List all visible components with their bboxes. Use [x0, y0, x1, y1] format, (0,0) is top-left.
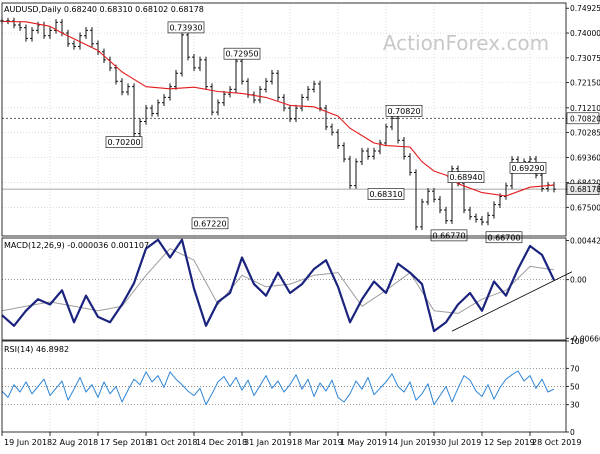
- x-tick-label: 17 Sep 2018: [100, 438, 151, 447]
- rsi-y-tick-label: 100: [570, 337, 585, 346]
- rsi-panel-title: RSI(14) 46.8982: [4, 345, 69, 354]
- rsi-y-tick-label: 30: [570, 401, 580, 410]
- price-annotation-box: [367, 188, 405, 200]
- price-y-tick-label: 0.71210: [570, 104, 600, 113]
- price-annotation-box: [191, 217, 229, 230]
- panel-frame: [1, 237, 567, 341]
- price-y-tick-label: 0.68178: [570, 185, 600, 194]
- x-tick-label: 31 Jan 2019: [244, 438, 292, 447]
- x-tick-label: 12 Sep 2019: [484, 438, 535, 447]
- x-tick-label: 28 Oct 2019: [532, 438, 581, 447]
- price-y-tick-label: 0.73075: [570, 54, 600, 63]
- price-annotation: 0.68310: [369, 190, 402, 199]
- price-y-tick-label: 0.74925: [570, 4, 600, 13]
- rsi-y-tick-label: 0: [570, 428, 575, 437]
- price-y-tick-label: 0.72150: [570, 79, 600, 88]
- price-y-tick-box: [566, 183, 600, 195]
- price-annotation-box: [430, 229, 468, 242]
- x-tick-label: 30 Jul 2019: [436, 438, 481, 447]
- price-y-tick-label: 0.70820: [570, 114, 600, 123]
- rsi-y-tick-label: 50: [570, 383, 580, 392]
- price-y-tick-label: 0.69360: [570, 153, 600, 162]
- panel-frames: [1, 2, 567, 433]
- price-annotation: 0.69290: [511, 164, 544, 173]
- x-tick-label: 2 Aug 2018: [52, 438, 98, 447]
- price-annotation-box: [167, 21, 205, 34]
- macd-y-tick-label: 0.004423: [570, 236, 600, 245]
- price-annotation: 0.70820: [387, 107, 420, 116]
- x-tick-label: 14 Dec 2018: [196, 438, 247, 447]
- price-y-tick-box: [566, 112, 600, 125]
- x-tick-label: 18 Mar 2019: [292, 438, 343, 447]
- macd-signal-line: [1, 248, 555, 314]
- watermark: ActionForex.com: [383, 31, 549, 55]
- reference-lines: [2, 117, 566, 406]
- panel-frame: [1, 2, 567, 237]
- price-annotation: 0.73930: [169, 23, 202, 32]
- price-annotation-box: [223, 47, 261, 60]
- price-annotation-box: [385, 104, 423, 117]
- x-tick-label: 19 Jun 2018: [4, 438, 52, 447]
- macd-y-tick-label: 0.00: [570, 276, 587, 285]
- price-annotation-box: [485, 231, 523, 244]
- rsi-line: [1, 370, 555, 406]
- price-y-tick-label: 0.68420: [570, 179, 600, 188]
- price-annotation-box: [105, 136, 143, 148]
- rsi-y-tick-label: 70: [570, 364, 580, 373]
- price-y-tick-label: 0.70285: [570, 129, 600, 138]
- price-annotation: 0.70200: [107, 138, 140, 147]
- x-tick-label: 31 Oct 2018: [148, 438, 197, 447]
- price-annotation: 0.67220: [193, 219, 226, 228]
- macd-y-tick-label: -0.006603: [570, 334, 600, 343]
- price-panel-title: AUDUSD,Daily 0.68240 0.68310 0.68102 0.6…: [4, 5, 204, 14]
- series-layer: [0, 17, 573, 406]
- price-annotation: 0.72950: [225, 50, 258, 59]
- x-tick-label: 14 Jun 2019: [388, 438, 436, 447]
- price-y-tick-label: 0.67500: [570, 203, 600, 212]
- price-y-tick-label: 0.74000: [570, 29, 600, 38]
- price-annotation-box: [447, 171, 485, 184]
- annotations-layer: 0.73930 0.70200 0.72950 0.67220 0.68310 0.708…: [105, 21, 547, 244]
- macd-trendline: [451, 271, 573, 332]
- macd-panel-title: MACD(12,26,9) -0.000036 0.001107: [4, 241, 149, 250]
- grid-layer: [1, 3, 566, 432]
- x-tick-label: 1 May 2019: [340, 438, 387, 447]
- macd-line: [1, 238, 555, 333]
- price-annotation: 0.68940: [449, 173, 482, 182]
- price-annotation-box: [509, 162, 547, 174]
